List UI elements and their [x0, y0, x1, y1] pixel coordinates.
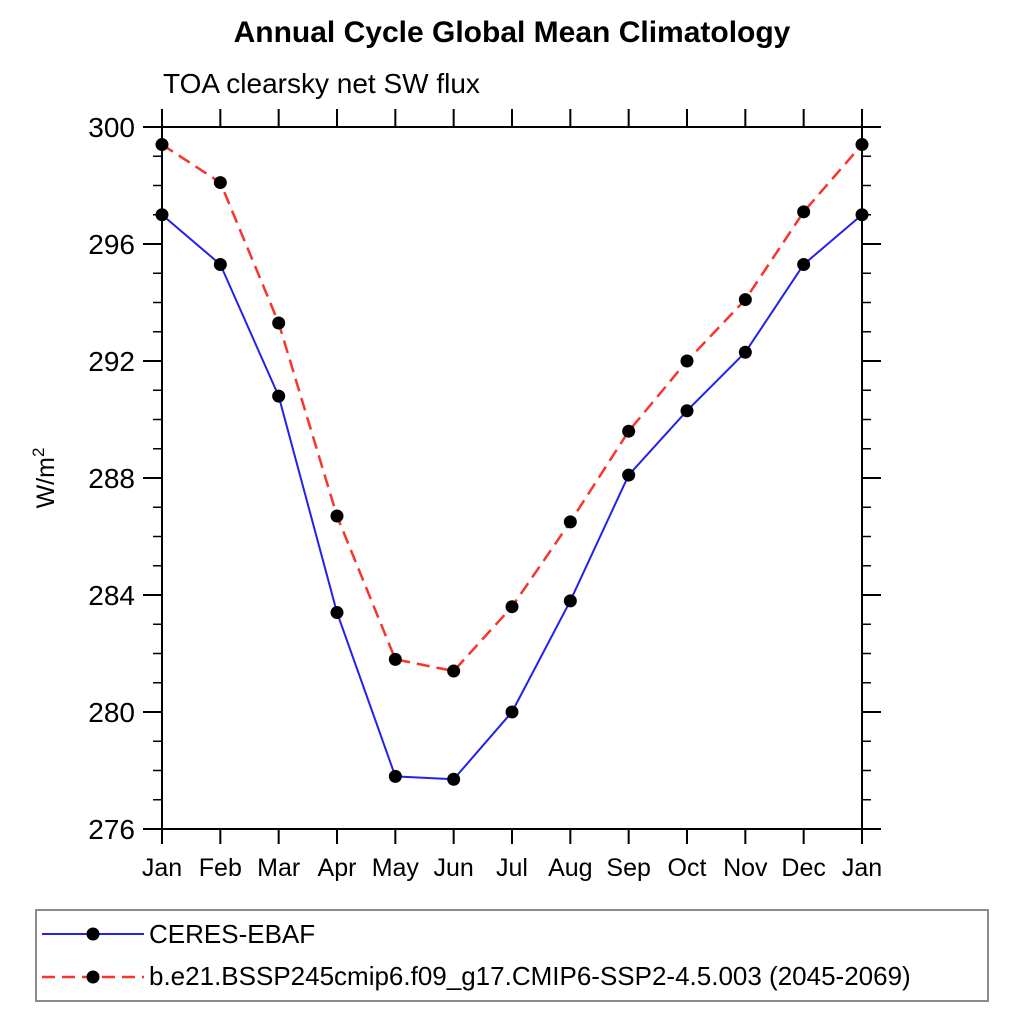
- x-tick-label: Jul: [496, 854, 528, 882]
- x-tick-label: Jun: [434, 854, 474, 882]
- data-point-marker: [563, 594, 577, 608]
- chart-title: Annual Cycle Global Mean Climatology: [233, 16, 791, 49]
- data-point-marker: [680, 354, 694, 368]
- y-tick-label: 276: [88, 814, 135, 845]
- data-point-marker: [855, 138, 869, 152]
- data-point-marker: [797, 205, 811, 219]
- plot-frame: [161, 126, 863, 830]
- x-tick-label: May: [372, 854, 420, 882]
- legend-marker-dot-icon: [86, 927, 100, 941]
- legend-box: CERES-EBAF b.e21.BSSP245cmip6.f09_g17.CM…: [35, 909, 989, 1002]
- data-point-marker: [738, 345, 752, 359]
- data-point-marker: [388, 652, 402, 666]
- data-point-marker: [330, 606, 344, 620]
- x-tick-label: Oct: [668, 854, 707, 882]
- data-point-marker: [213, 176, 227, 190]
- legend-item-ceres-ebaf: CERES-EBAF: [40, 915, 987, 953]
- data-point-marker: [330, 509, 344, 523]
- data-point-marker: [447, 772, 461, 786]
- y-tick-label: 288: [88, 463, 135, 494]
- x-tick-label: Jan: [142, 854, 182, 882]
- data-point-marker: [622, 468, 636, 482]
- data-point-marker: [213, 257, 227, 271]
- data-point-marker: [797, 257, 811, 271]
- data-point-marker: [855, 208, 869, 222]
- data-point-marker: [563, 515, 577, 529]
- y-tick-label: 296: [88, 229, 135, 260]
- y-axis-title: W/m2: [29, 448, 60, 509]
- y-axis-title-base: W/m: [32, 457, 60, 508]
- data-point-marker: [505, 705, 519, 719]
- series-line-1: [161, 143, 863, 673]
- series-line-0: [161, 213, 863, 781]
- x-tick-label: Aug: [548, 854, 592, 882]
- data-point-marker: [505, 600, 519, 614]
- x-tick-label: Sep: [606, 854, 650, 882]
- y-tick-label: 280: [88, 697, 135, 728]
- legend-line-sample-dashed: [42, 970, 144, 984]
- data-point-marker: [155, 208, 169, 222]
- y-tick-label: 292: [88, 346, 135, 377]
- x-tick-label: Mar: [257, 854, 300, 882]
- y-tick-label: 300: [88, 112, 135, 143]
- legend-line-sample-solid: [42, 927, 144, 941]
- legend-label-ceres-ebaf: CERES-EBAF: [149, 918, 316, 949]
- x-tick-label: Jan: [842, 854, 882, 882]
- data-point-marker: [388, 769, 402, 783]
- chart-subtitle: TOA clearsky net SW flux: [163, 68, 480, 99]
- y-tick-label: 284: [88, 580, 135, 611]
- y-axis-title-exponent: 2: [29, 448, 48, 457]
- x-tick-label: Apr: [318, 854, 357, 882]
- x-tick-label: Nov: [723, 854, 768, 882]
- data-point-marker: [272, 316, 286, 330]
- legend-marker-dot-icon: [86, 970, 100, 984]
- data-point-marker: [680, 404, 694, 418]
- legend-label-model: b.e21.BSSP245cmip6.f09_g17.CMIP6-SSP2-4.…: [149, 961, 911, 992]
- data-point-marker: [155, 138, 169, 152]
- x-tick-label: Dec: [781, 854, 825, 882]
- data-point-marker: [622, 424, 636, 438]
- data-point-marker: [272, 389, 286, 403]
- data-point-marker: [447, 664, 461, 678]
- data-point-marker: [738, 293, 752, 307]
- legend-item-model: b.e21.BSSP245cmip6.f09_g17.CMIP6-SSP2-4.…: [40, 958, 987, 996]
- x-tick-label: Feb: [199, 854, 242, 882]
